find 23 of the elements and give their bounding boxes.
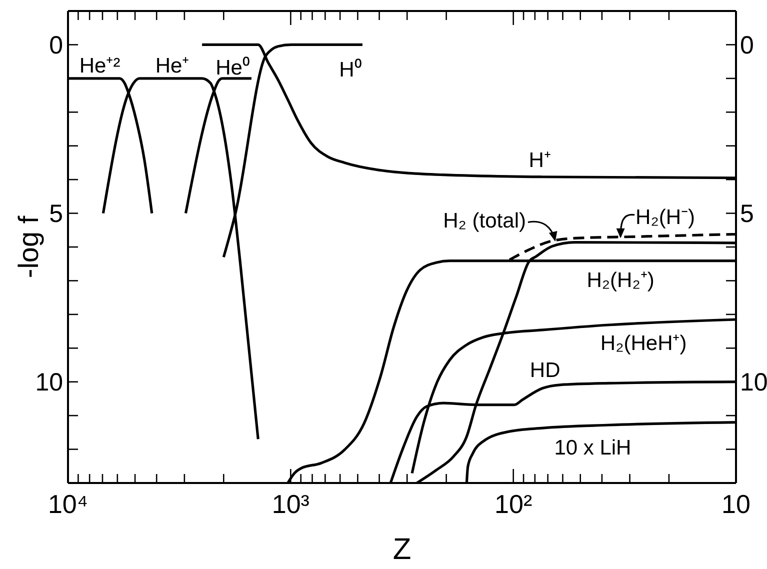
annotation: HD xyxy=(530,358,560,382)
y-tick-label: 10 xyxy=(35,368,63,397)
annotation: H₂(H₂⁺) xyxy=(586,268,654,292)
x-tick-label: 10⁴ xyxy=(48,489,88,519)
annotation: H⁰ xyxy=(339,58,362,82)
annotation: He⁰ xyxy=(216,56,250,80)
y2-tick-label: 5 xyxy=(740,200,754,228)
y2-tick-label: 10 xyxy=(740,368,767,397)
y2-tick-label: 0 xyxy=(740,31,754,60)
annotation: 10 x LiH xyxy=(554,436,632,460)
x-axis-title: Z xyxy=(392,533,412,566)
y-axis-title: -log f xyxy=(13,216,44,278)
annotation: H₂(H⁻) xyxy=(636,206,696,229)
annotation: H₂ (total) xyxy=(443,209,526,232)
x-tick-label: 10² xyxy=(494,489,532,519)
x-tick-label: 10³ xyxy=(272,489,310,519)
x-tick-label: 10 xyxy=(722,489,750,519)
annotation: He⁺² xyxy=(79,54,120,78)
annotation: H⁺ xyxy=(528,148,551,172)
annotation: H₂(HeH⁺) xyxy=(600,332,687,355)
annotation: He⁺ xyxy=(155,54,190,78)
y-tick-label: 5 xyxy=(49,200,63,228)
y-tick-label: 0 xyxy=(49,31,63,60)
